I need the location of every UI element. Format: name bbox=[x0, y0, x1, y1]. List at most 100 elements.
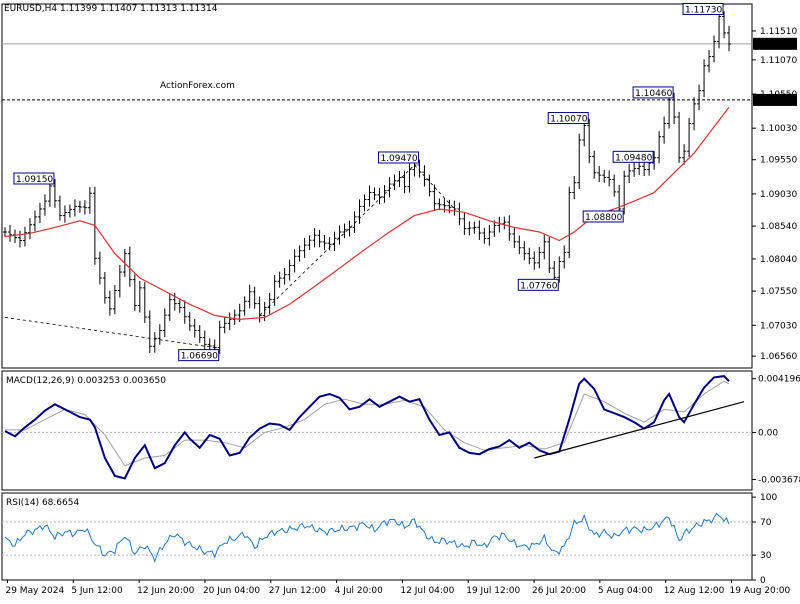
price-bar bbox=[157, 324, 162, 345]
price-bar bbox=[607, 170, 612, 187]
price-bar bbox=[272, 275, 277, 306]
macd-y-tick-label: 0.00 bbox=[758, 428, 778, 438]
price-bar bbox=[422, 165, 427, 187]
price-bar bbox=[172, 292, 177, 311]
price-bar bbox=[97, 251, 102, 285]
price-bar bbox=[117, 265, 122, 298]
price-bar bbox=[712, 35, 717, 63]
x-axis-label: 19 Jul 12:00 bbox=[466, 586, 520, 596]
rsi-y-tick-label: 100 bbox=[760, 493, 777, 503]
price-bar bbox=[77, 200, 82, 213]
price-y-tick-label: 1.08540 bbox=[760, 222, 797, 232]
price-bar bbox=[612, 174, 617, 197]
price-bar bbox=[302, 238, 307, 258]
price-bar bbox=[327, 237, 332, 251]
price-bar bbox=[622, 170, 627, 215]
price-bar bbox=[357, 199, 362, 224]
price-bar bbox=[182, 300, 187, 324]
annotation-label: 1.10460 bbox=[635, 89, 672, 99]
price-bar bbox=[592, 150, 597, 179]
price-y-tick-label: 1.09550 bbox=[760, 156, 797, 166]
macd-y-tick-label: -0.003678 bbox=[758, 475, 800, 485]
price-bar bbox=[362, 194, 367, 212]
price-bar bbox=[547, 236, 552, 273]
price-bar bbox=[42, 194, 47, 216]
price-bar bbox=[317, 229, 322, 248]
annotation-label: 1.07760 bbox=[520, 281, 557, 291]
price-bar bbox=[87, 187, 92, 214]
price-bar bbox=[177, 298, 182, 313]
price-bar bbox=[727, 25, 732, 52]
price-bar bbox=[3, 227, 7, 237]
price-bar bbox=[447, 199, 452, 214]
price-y-tick-label: 1.11510 bbox=[760, 27, 797, 37]
price-bar bbox=[152, 332, 157, 353]
price-bar bbox=[47, 180, 52, 207]
x-axis-label: 12 Aug 12:00 bbox=[664, 586, 725, 596]
price-bar bbox=[277, 271, 282, 288]
current-price-label: 1.11314 bbox=[759, 40, 796, 50]
price-bar bbox=[347, 220, 352, 237]
price-bar bbox=[242, 296, 247, 316]
price-bar bbox=[372, 187, 377, 200]
macd-pane-frame bbox=[1, 370, 753, 491]
x-axis-label: 26 Jul 20:00 bbox=[532, 586, 586, 596]
annotation-label: 1.08800 bbox=[585, 213, 622, 223]
price-bar bbox=[517, 235, 522, 255]
price-bar bbox=[627, 164, 632, 184]
price-bar bbox=[597, 165, 602, 183]
x-axis-label: 5 Aug 04:00 bbox=[598, 586, 653, 596]
price-y-tick-label: 1.08040 bbox=[760, 255, 797, 265]
price-bar bbox=[717, 9, 722, 49]
horizontal-level-label: 1.10460 bbox=[759, 96, 796, 106]
price-bar bbox=[147, 310, 152, 353]
annotation-box bbox=[517, 278, 559, 291]
x-axis-label: 20 Jun 04:00 bbox=[203, 586, 260, 596]
x-axis-label: 27 Jun 12:00 bbox=[269, 586, 326, 596]
price-bar bbox=[587, 118, 592, 164]
price-bar bbox=[387, 177, 392, 198]
price-bar bbox=[377, 187, 382, 205]
price-y-tick-label: 1.06560 bbox=[760, 352, 797, 362]
price-bar bbox=[427, 174, 432, 197]
x-axis-label: 4 Jul 20:00 bbox=[335, 586, 384, 596]
price-bar bbox=[62, 205, 67, 223]
price-bar bbox=[687, 117, 692, 157]
ohlc-readout: 1.11399 1.11407 1.11313 1.11314 bbox=[60, 4, 218, 14]
price-bar bbox=[247, 284, 252, 309]
price-bar bbox=[57, 195, 62, 221]
x-axis-label: 12 Jul 04:00 bbox=[400, 586, 454, 596]
price-bar bbox=[492, 220, 497, 237]
x-axis-label: 29 May 2024 bbox=[5, 586, 64, 596]
price-y-tick-label: 1.11070 bbox=[760, 56, 797, 66]
price-y-tick-label: 1.07550 bbox=[760, 287, 797, 297]
price-bar bbox=[557, 256, 562, 283]
price-bar bbox=[267, 292, 272, 315]
price-bar bbox=[462, 212, 467, 235]
price-bar bbox=[312, 228, 317, 248]
price-bar bbox=[17, 230, 22, 248]
chart-header: EURUSD,H4 1.11399 1.11407 1.11313 1.1131… bbox=[4, 4, 217, 14]
annotation-box bbox=[582, 210, 624, 223]
price-bar bbox=[487, 224, 492, 246]
annotation-box bbox=[547, 112, 589, 125]
price-bar bbox=[682, 144, 687, 165]
price-bar bbox=[132, 274, 137, 311]
price-bar bbox=[262, 301, 267, 322]
macd-trendline bbox=[534, 401, 745, 459]
horizontal-level-badge bbox=[753, 93, 797, 106]
price-bar bbox=[187, 311, 192, 331]
price-bar bbox=[392, 174, 397, 191]
annotation-label: 1.09480 bbox=[615, 153, 652, 163]
price-bar bbox=[662, 116, 667, 144]
price-bar bbox=[257, 296, 262, 323]
price-bar bbox=[22, 226, 27, 247]
watermark-text: ActionForex.com bbox=[160, 81, 235, 91]
moving-average-line bbox=[4, 106, 730, 321]
rsi-y-tick-label: 30 bbox=[760, 551, 772, 561]
price-pane-frame bbox=[1, 3, 753, 369]
price-bar bbox=[397, 171, 402, 188]
macd-signal-line bbox=[5, 380, 730, 467]
price-bar bbox=[32, 210, 37, 232]
price-bar bbox=[702, 59, 707, 98]
